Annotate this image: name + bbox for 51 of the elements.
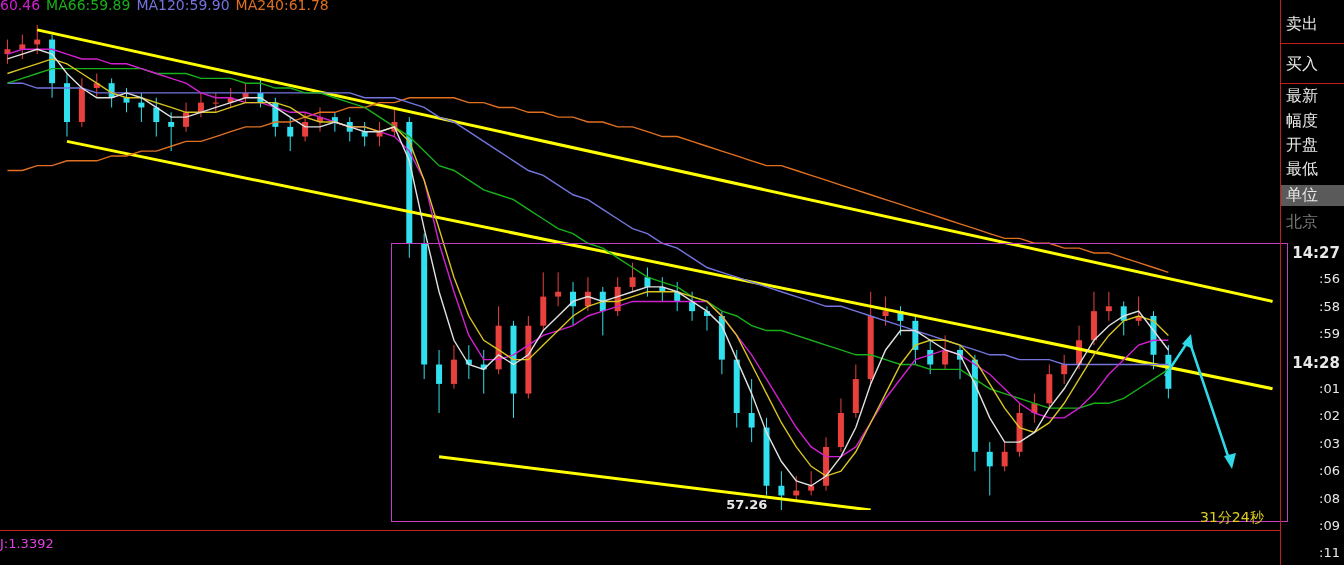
candlestick (212, 92, 219, 113)
candlestick (808, 470, 815, 496)
text: J:1.3392 (0, 536, 54, 551)
candlestick (19, 34, 26, 60)
candlestick (927, 339, 934, 375)
text: 幅度 (1285, 111, 1319, 132)
text: :09 (1319, 518, 1340, 533)
candlestick (629, 262, 636, 293)
text: 14:28 (1292, 353, 1340, 372)
text: 买入 (1281, 54, 1344, 84)
text: :11 (1319, 545, 1340, 561)
candlestick (153, 97, 160, 138)
candlestick (644, 267, 651, 298)
candlestick (1061, 354, 1068, 385)
text: :03 (1319, 435, 1340, 451)
candlestick (1001, 441, 1008, 472)
candlestick (748, 378, 755, 443)
text: 单位 (1281, 185, 1344, 206)
text: 北京 (1285, 212, 1319, 233)
text: MA120:59.90 (136, 0, 230, 13)
text: 60.46 (0, 0, 41, 13)
text: MA240:61.78 (235, 0, 329, 13)
text: 开盘 (1285, 135, 1319, 156)
candlestick (376, 121, 383, 147)
text: :06 (1319, 463, 1340, 479)
text: :01 (1319, 381, 1340, 396)
text: :02 (1319, 408, 1340, 424)
text: 最低 (1285, 159, 1319, 180)
candlestick (882, 296, 889, 327)
candlestick (4, 39, 11, 65)
candlestick (123, 87, 130, 113)
text: 卖出 (1281, 14, 1344, 44)
candlestick (287, 116, 294, 152)
candlestick (942, 334, 949, 370)
candlestick (361, 121, 368, 147)
candlestick (555, 271, 562, 307)
text: 最新 (1285, 86, 1319, 107)
annotation: 57.26 (726, 497, 768, 513)
candlestick (778, 470, 785, 511)
text: 14:27 (1292, 244, 1340, 262)
candlestick (436, 349, 443, 414)
candlestick (986, 441, 993, 496)
text: :59 (1319, 326, 1340, 342)
candlestick (302, 111, 309, 142)
candlestick (168, 111, 175, 152)
text: :58 (1319, 298, 1340, 314)
text: MA66:59.89 (46, 0, 131, 13)
text: :08 (1319, 490, 1340, 506)
annotation: 31分24秒 (1200, 509, 1264, 527)
text: :56 (1319, 271, 1340, 287)
candlestick (1105, 291, 1112, 322)
